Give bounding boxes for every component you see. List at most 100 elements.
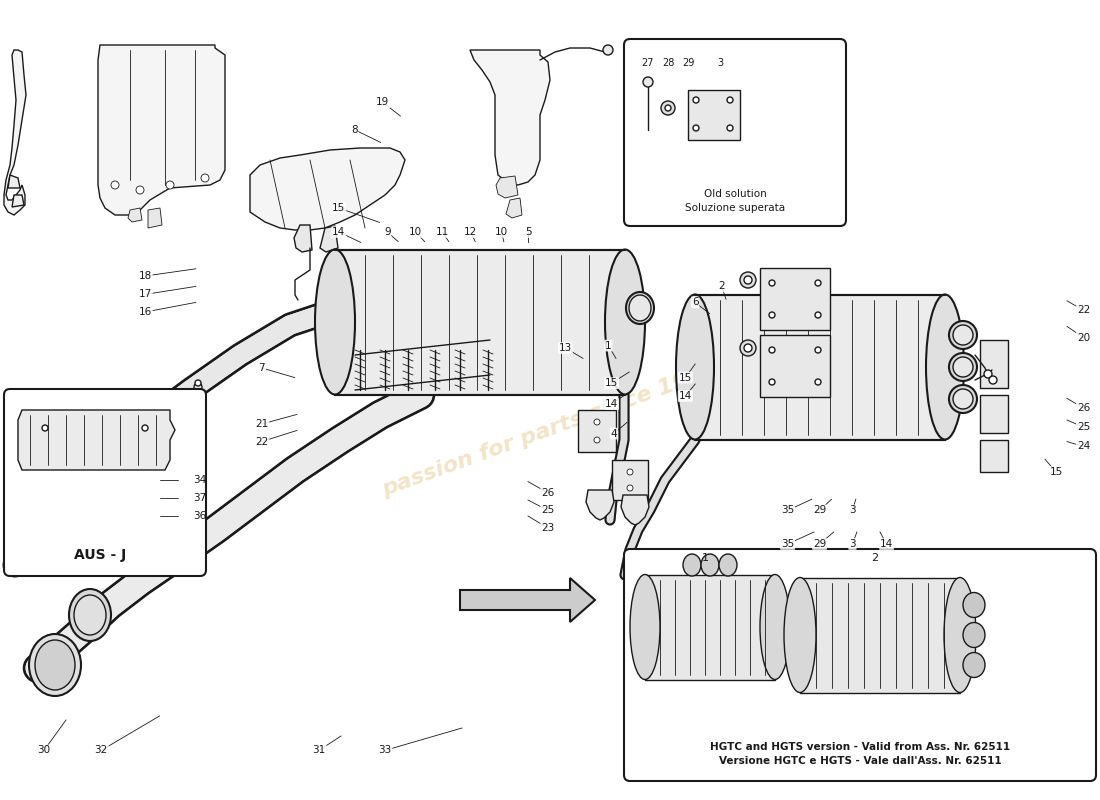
Circle shape <box>740 272 756 288</box>
Ellipse shape <box>962 653 984 678</box>
Text: 5: 5 <box>525 227 531 237</box>
Text: 3: 3 <box>849 539 856 549</box>
Text: 37: 37 <box>192 493 207 503</box>
Text: 35: 35 <box>781 506 794 515</box>
Ellipse shape <box>605 250 645 394</box>
Circle shape <box>989 376 997 384</box>
Circle shape <box>627 485 632 491</box>
Text: 2: 2 <box>718 282 725 291</box>
Text: 4: 4 <box>610 429 617 438</box>
Polygon shape <box>250 148 405 230</box>
Text: 29: 29 <box>682 58 694 68</box>
Ellipse shape <box>760 574 790 679</box>
Text: 11: 11 <box>436 227 449 237</box>
Circle shape <box>594 437 600 443</box>
Text: 14: 14 <box>605 399 618 409</box>
Ellipse shape <box>944 578 976 693</box>
Ellipse shape <box>949 321 977 349</box>
Ellipse shape <box>701 554 719 576</box>
Text: 14: 14 <box>679 391 692 401</box>
Circle shape <box>194 383 202 391</box>
Text: 15: 15 <box>1049 467 1063 477</box>
Text: 3: 3 <box>717 58 723 68</box>
Circle shape <box>815 379 821 385</box>
Polygon shape <box>506 198 522 218</box>
Text: 3: 3 <box>849 506 856 515</box>
Polygon shape <box>800 578 960 693</box>
Text: 24: 24 <box>1077 442 1090 451</box>
Polygon shape <box>128 208 142 222</box>
Text: 29: 29 <box>813 506 826 515</box>
Ellipse shape <box>962 593 984 618</box>
Polygon shape <box>695 295 945 440</box>
Polygon shape <box>612 460 648 500</box>
Circle shape <box>693 125 698 131</box>
Ellipse shape <box>629 295 651 321</box>
Polygon shape <box>18 410 175 470</box>
Text: 25: 25 <box>1077 422 1090 432</box>
Ellipse shape <box>315 250 355 394</box>
Circle shape <box>627 469 632 475</box>
Circle shape <box>769 347 776 353</box>
Polygon shape <box>586 490 614 520</box>
Ellipse shape <box>676 294 714 439</box>
Ellipse shape <box>962 622 984 647</box>
Ellipse shape <box>719 554 737 576</box>
Circle shape <box>194 403 202 411</box>
Polygon shape <box>98 45 226 215</box>
Ellipse shape <box>949 353 977 381</box>
Text: 31: 31 <box>312 746 326 755</box>
Circle shape <box>815 347 821 353</box>
Ellipse shape <box>953 325 974 345</box>
Text: 19: 19 <box>376 98 389 107</box>
Text: 14: 14 <box>332 227 345 237</box>
Text: 27: 27 <box>641 58 654 68</box>
Circle shape <box>744 344 752 352</box>
Circle shape <box>195 400 201 406</box>
Ellipse shape <box>953 357 974 377</box>
Polygon shape <box>760 335 830 397</box>
Polygon shape <box>980 340 1008 388</box>
Polygon shape <box>621 495 649 525</box>
Polygon shape <box>294 225 312 252</box>
Polygon shape <box>12 195 24 207</box>
Text: 21: 21 <box>255 419 268 429</box>
Text: 22: 22 <box>1077 306 1090 315</box>
Polygon shape <box>688 90 740 140</box>
Text: 13: 13 <box>559 343 572 353</box>
Circle shape <box>644 77 653 87</box>
Polygon shape <box>460 578 595 622</box>
Text: 1: 1 <box>702 553 708 563</box>
Circle shape <box>666 105 671 111</box>
Circle shape <box>744 276 752 284</box>
Text: 32: 32 <box>95 746 108 755</box>
Text: 22: 22 <box>255 437 268 446</box>
Circle shape <box>42 425 48 431</box>
Polygon shape <box>336 250 625 395</box>
Text: 25: 25 <box>541 506 554 515</box>
Text: 29: 29 <box>813 539 826 549</box>
Text: 36: 36 <box>192 511 207 521</box>
Text: 26: 26 <box>541 488 554 498</box>
Text: 6: 6 <box>692 298 698 307</box>
Ellipse shape <box>630 574 660 679</box>
Polygon shape <box>760 268 830 330</box>
Text: HGTC and HGTS version - Valid from Ass. Nr. 62511: HGTC and HGTS version - Valid from Ass. … <box>710 742 1010 752</box>
Text: passion for parts since 1999: passion for parts since 1999 <box>379 360 720 500</box>
Circle shape <box>984 370 992 378</box>
Circle shape <box>111 181 119 189</box>
Ellipse shape <box>29 634 81 696</box>
Text: 14: 14 <box>880 539 893 549</box>
Polygon shape <box>148 208 162 228</box>
Polygon shape <box>980 440 1008 472</box>
Text: 15: 15 <box>332 203 345 213</box>
FancyBboxPatch shape <box>4 389 206 576</box>
FancyBboxPatch shape <box>624 549 1096 781</box>
Text: 20: 20 <box>1077 333 1090 342</box>
Circle shape <box>166 181 174 189</box>
Circle shape <box>603 45 613 55</box>
Ellipse shape <box>949 385 977 413</box>
Text: Soluzione superata: Soluzione superata <box>685 203 785 213</box>
Circle shape <box>769 312 776 318</box>
Polygon shape <box>496 176 518 198</box>
